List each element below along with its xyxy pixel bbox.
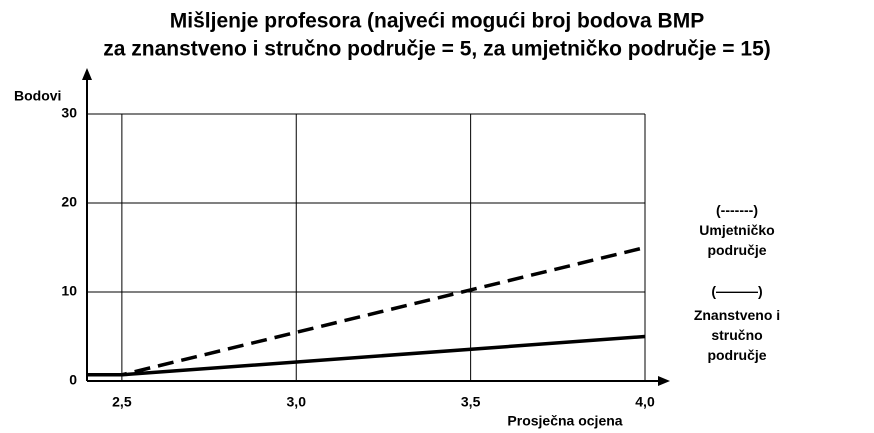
x-tick-label: 4,0 xyxy=(635,394,655,410)
x-axis-arrow xyxy=(658,376,670,386)
y-tick-label: 0 xyxy=(69,372,77,388)
x-tick-label: 2,5 xyxy=(112,394,132,410)
legend-symbol: (-------) xyxy=(716,202,758,218)
legend-label: Umjetničko područje xyxy=(699,222,775,258)
x-axis-label: Prosječna ocjena xyxy=(507,413,622,429)
y-axis-label: Bodovi xyxy=(14,88,61,104)
chart-title: Mišljenje profesora (najveći mogući broj… xyxy=(170,10,704,33)
x-tick-label: 3,5 xyxy=(461,394,481,410)
y-axis-arrow xyxy=(82,68,92,80)
series-line xyxy=(87,334,646,377)
chart-title: za znanstveno i stručno područje = 5, za… xyxy=(103,38,771,61)
legend-symbol: (———) xyxy=(711,283,763,299)
y-tick-label: 20 xyxy=(61,194,77,210)
x-tick-label: 3,0 xyxy=(287,394,307,410)
legend-label: Znanstveno i stručno područje xyxy=(693,307,781,363)
y-tick-label: 10 xyxy=(61,283,77,299)
y-tick-label: 30 xyxy=(61,105,77,121)
